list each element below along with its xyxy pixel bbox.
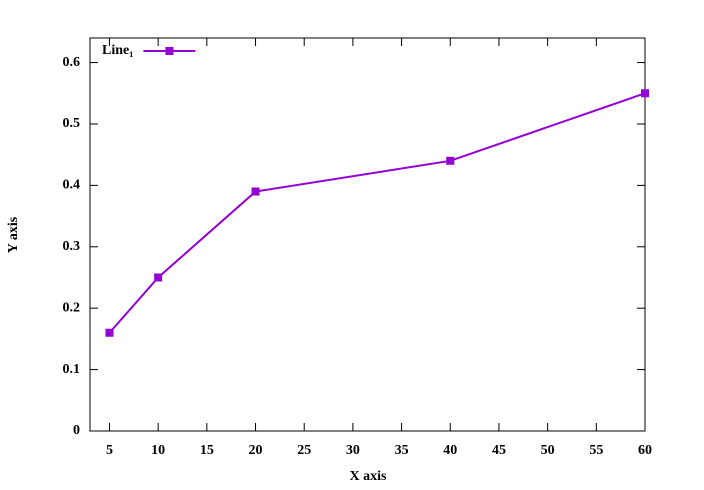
x-tick-label: 10 (151, 443, 165, 458)
point (641, 89, 649, 98)
y-tick-label: 0 (73, 423, 80, 438)
point (154, 273, 163, 282)
x-tick-label: 5 (106, 443, 113, 458)
point (105, 328, 114, 337)
point (446, 156, 455, 165)
y-tick-label: 0.3 (63, 239, 81, 254)
legend-marker (165, 47, 174, 55)
x-axis-label: X axis (350, 469, 388, 484)
y-tick-label: 0.5 (63, 116, 81, 131)
x-tick-label: 20 (249, 443, 263, 458)
x-tick-label: 60 (638, 443, 652, 458)
x-tick-label: 25 (297, 443, 311, 458)
series-line (108, 92, 646, 334)
x-tick-label: 35 (395, 443, 409, 458)
legend-label: Line₁ (102, 43, 133, 58)
x-tick-label: 55 (589, 443, 603, 458)
x-tick-label: 15 (200, 443, 214, 458)
x-tick-label: 40 (443, 443, 457, 458)
point (251, 187, 260, 196)
x-tick-label: 45 (492, 443, 506, 458)
y-tick-label: 0.1 (63, 362, 81, 377)
y-axis-label: Y axis (6, 216, 21, 253)
y-tick-label: 0.4 (63, 178, 81, 193)
plot-frame (89, 37, 646, 432)
y-tick-label: 0.6 (63, 55, 81, 70)
y-tick-label: 0.2 (63, 300, 81, 315)
x-tick-label: 50 (541, 443, 555, 458)
x-tick-label: 30 (346, 443, 360, 458)
